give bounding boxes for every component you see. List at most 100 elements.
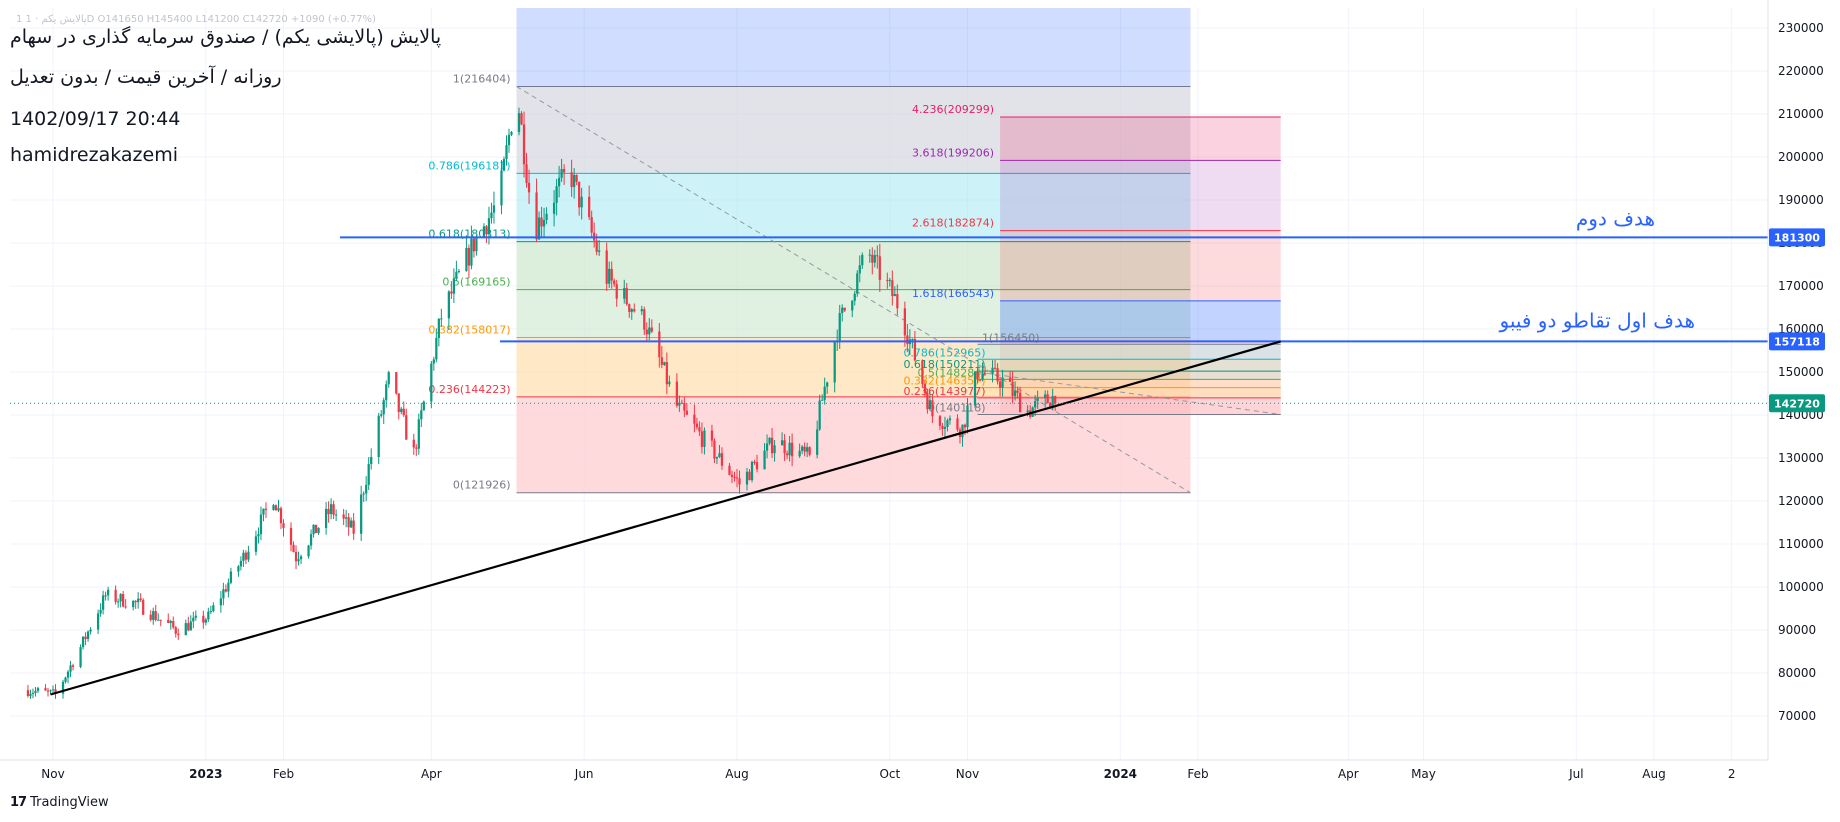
candle-body	[154, 611, 157, 620]
candle-body	[117, 601, 120, 603]
candle-body	[685, 410, 689, 415]
price-badge-label: 181300	[1774, 231, 1820, 244]
candle-body	[595, 240, 598, 252]
candle-body	[608, 268, 611, 284]
time-tick-label: 2	[1728, 767, 1736, 781]
candle-body	[149, 614, 152, 620]
time-tick-label: Feb	[1187, 767, 1208, 781]
candle-body	[998, 381, 1002, 388]
candle-body	[557, 177, 561, 187]
candle-body	[520, 113, 523, 125]
candle-body	[420, 410, 423, 420]
candle-body	[259, 514, 263, 535]
candle-body	[996, 368, 999, 382]
candle-body	[735, 477, 739, 479]
candle-body	[157, 619, 160, 621]
candle-body	[487, 218, 491, 235]
candle-body	[926, 393, 929, 410]
candle-body	[1008, 377, 1012, 382]
time-tick-label: Apr	[421, 767, 442, 781]
candle-body	[517, 113, 521, 133]
candle-body	[991, 367, 994, 375]
candle-body	[660, 357, 663, 365]
time-tick-label: Aug	[1642, 767, 1665, 781]
candle-body	[785, 453, 789, 456]
candle-body	[227, 582, 230, 592]
price-tick-label: 130000	[1778, 451, 1824, 465]
price-tick-label: 90000	[1778, 623, 1816, 637]
candle-body	[257, 534, 260, 537]
candle-body	[876, 255, 879, 257]
candle-body	[229, 571, 233, 583]
candle-body	[247, 551, 250, 560]
candle-body	[317, 527, 320, 534]
candle-body	[450, 291, 453, 294]
candle-body	[312, 524, 315, 535]
candle-body	[237, 566, 240, 572]
fib1-level-label: 1(216404)	[453, 72, 511, 85]
candle-body	[367, 463, 370, 485]
candle-body	[768, 437, 771, 444]
candle-body	[537, 217, 541, 240]
candle-body	[264, 508, 268, 510]
candle-body	[921, 360, 924, 384]
candle-body	[54, 689, 57, 694]
candle-body	[1054, 396, 1057, 404]
candle-body	[578, 181, 581, 208]
candle-body	[274, 505, 278, 511]
candle-body	[555, 186, 558, 203]
candle-body	[961, 424, 964, 438]
candle-body	[873, 255, 876, 263]
chart-author: hamidrezakazemi	[10, 144, 178, 166]
candle-body	[698, 427, 701, 432]
candle-body	[405, 415, 408, 440]
candle-body	[668, 381, 671, 385]
candle-body	[613, 280, 616, 285]
candle-body	[978, 379, 982, 381]
candle-body	[856, 273, 859, 294]
price-badge	[1769, 332, 1825, 351]
candle-body	[527, 182, 531, 193]
candle-body	[695, 423, 699, 428]
tradingview-footer[interactable]: 17 TradingView	[10, 795, 109, 810]
candle-body	[946, 420, 949, 427]
price-badge	[1769, 228, 1825, 247]
candle-body	[718, 453, 721, 457]
candle-body	[588, 196, 591, 218]
candle-body	[334, 514, 338, 516]
support-trend-line	[50, 340, 1281, 696]
price-tick-label: 210000	[1778, 107, 1824, 121]
candle-body	[710, 430, 714, 441]
time-tick-label: May	[1411, 767, 1436, 781]
candle-body	[134, 600, 137, 603]
candle-body	[630, 309, 633, 312]
candle-body	[194, 615, 197, 618]
time-tick-label: 2024	[1104, 767, 1137, 781]
candle-body	[292, 544, 295, 552]
candle-body	[177, 633, 180, 636]
candle-body	[983, 373, 987, 375]
candle-body	[1046, 394, 1049, 404]
candle-body	[219, 598, 222, 606]
candle-body	[748, 471, 751, 481]
candle-body	[683, 402, 686, 411]
candle-body	[297, 559, 300, 562]
candle-body	[993, 367, 997, 369]
candle-body	[976, 371, 979, 380]
candle-body	[1044, 394, 1047, 398]
candle-body	[858, 265, 861, 274]
candle-body	[801, 446, 804, 451]
last-price-badge	[1769, 394, 1825, 413]
candle-body	[838, 313, 841, 341]
candle-body	[61, 681, 65, 694]
candle-body	[472, 238, 476, 252]
candle-body	[966, 405, 969, 428]
candle-body	[560, 168, 563, 178]
candle-body	[623, 287, 626, 299]
candle-body	[648, 327, 651, 335]
fib-ext-zone	[1000, 300, 1281, 342]
price-tick-label: 190000	[1778, 193, 1824, 207]
fib2-zone	[977, 379, 1281, 388]
candle-body	[350, 520, 353, 528]
